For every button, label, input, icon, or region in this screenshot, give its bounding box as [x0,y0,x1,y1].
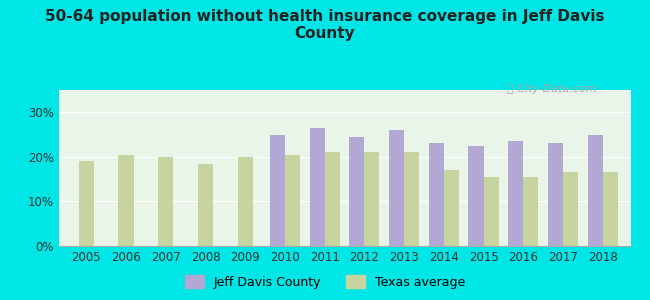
Text: 50-64 population without health insurance coverage in Jeff Davis
County: 50-64 population without health insuranc… [46,9,605,41]
Bar [548,143,563,246]
Bar [508,141,523,246]
Bar [285,154,300,246]
Bar [198,164,213,246]
Bar [588,135,603,246]
Bar [603,172,618,246]
Bar [309,128,324,246]
Bar [563,172,578,246]
Text: ⓘ City-Data.com: ⓘ City-Data.com [507,84,597,94]
Bar [429,143,444,246]
Bar [238,157,253,246]
Bar [523,177,538,246]
Bar [404,152,419,246]
Bar [389,130,404,246]
Bar [324,152,340,246]
Bar [158,157,174,246]
Bar [444,170,459,246]
Bar [270,135,285,246]
Bar [365,152,380,246]
Bar [79,161,94,246]
Bar [484,177,499,246]
Legend: Jeff Davis County, Texas average: Jeff Davis County, Texas average [180,270,470,294]
Bar [349,137,365,246]
Bar [469,146,484,246]
Bar [118,154,134,246]
